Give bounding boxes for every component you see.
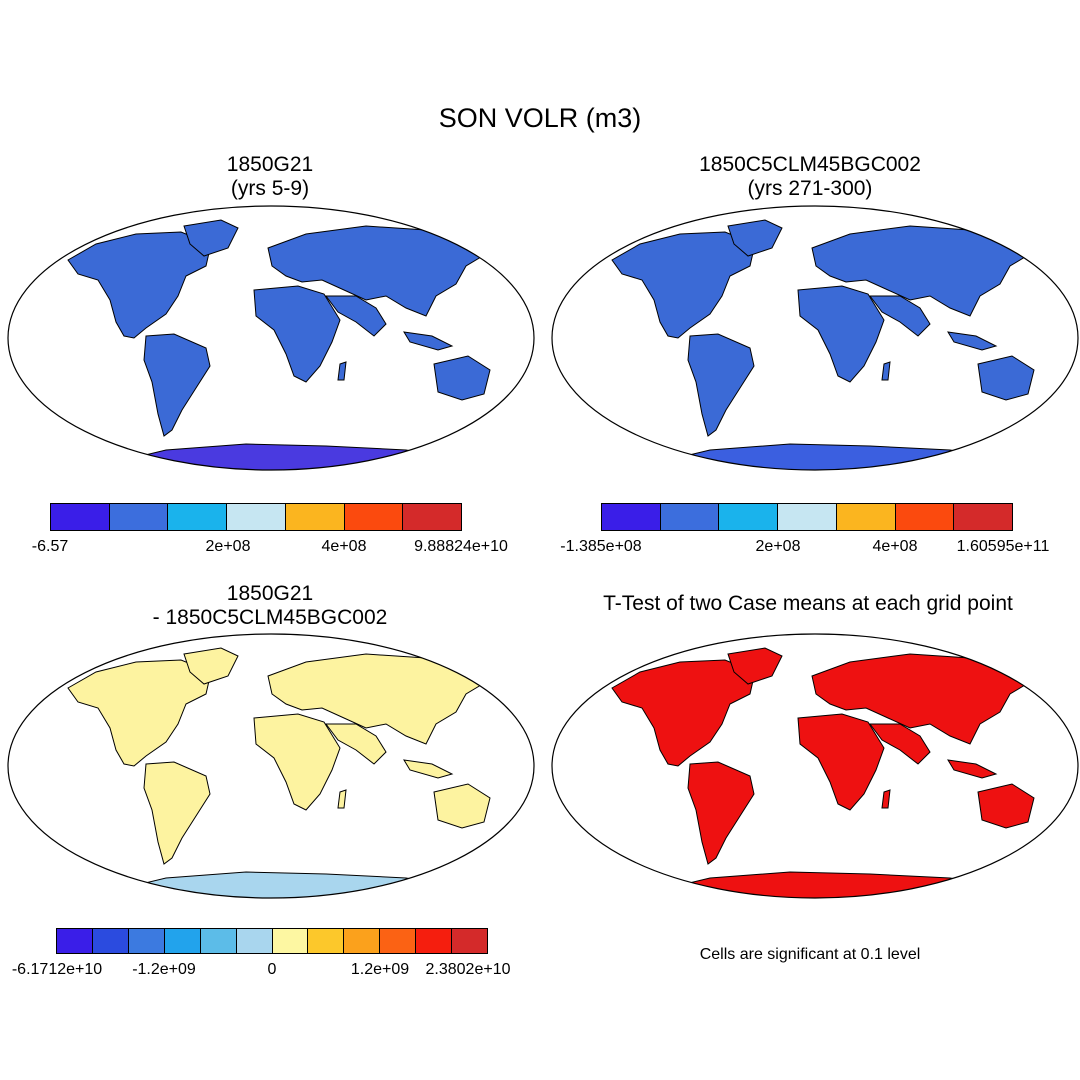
panel-2-title-line2: (yrs 271-300) (747, 177, 873, 200)
panel-4-title: T-Test of two Case means at each grid po… (548, 592, 1068, 616)
arabia-india (869, 295, 931, 337)
panel-1-tick-label: 2e+08 (205, 538, 251, 555)
colorbar-swatch (200, 929, 237, 953)
north-america (67, 659, 212, 767)
panel-3-title-line2: - 1850C5CLM45BGC002 (152, 606, 388, 629)
panel-3-tick-label: -6.1712e+10 (11, 961, 103, 978)
map-border (7, 633, 535, 899)
colorbar-swatch (272, 929, 309, 953)
colorbar-swatch (128, 929, 165, 953)
colorbar-swatch (895, 504, 955, 530)
north-america (67, 231, 212, 339)
panel-1-title-line2: (yrs 5-9) (230, 177, 310, 200)
panel-3-map (7, 633, 535, 899)
figure-title: SON VOLR (m3) (438, 103, 642, 133)
madagascar (881, 361, 891, 381)
panel-3-title: 1850G21 - 1850C5CLM45BGC002 (100, 582, 440, 630)
south-america (687, 761, 755, 865)
colorbar-swatch (57, 929, 93, 953)
colorbar-swatch (954, 504, 1013, 530)
greenland (727, 219, 783, 257)
indonesia (947, 331, 998, 351)
colorbar-swatch (308, 929, 345, 953)
greenland (727, 647, 783, 685)
panel-3-tick-label: 1.2e+09 (350, 961, 410, 978)
greenland (183, 647, 239, 685)
colorbar-swatch (344, 929, 381, 953)
panel-1-title: 1850G21 (yrs 5-9) (120, 153, 420, 201)
panel-3-colorbar (56, 928, 488, 954)
panel-3-tick-label: 0 (267, 961, 277, 978)
arabia-india (325, 295, 387, 337)
south-america (687, 333, 755, 437)
panel-1-map (7, 205, 535, 471)
colorbar-swatch (109, 504, 169, 530)
panel-2-colorbar (601, 503, 1013, 531)
colorbar-swatch (51, 504, 110, 530)
colorbar-swatch (285, 504, 345, 530)
panel-3-tick-label: -1.2e+09 (132, 961, 196, 978)
panel-1-tick-label: 9.88824e+10 (414, 538, 508, 555)
australia (977, 783, 1035, 829)
map-border (7, 205, 535, 471)
arabia-india (325, 723, 387, 765)
panel-4-title-line1: T-Test of two Case means at each grid po… (603, 592, 1013, 615)
indonesia (403, 331, 454, 351)
colorbar-swatch (660, 504, 720, 530)
colorbar-swatch (227, 504, 286, 530)
colorbar-swatch (719, 504, 779, 530)
panel-2-title: 1850C5CLM45BGC002 (yrs 271-300) (640, 153, 980, 201)
colorbar-swatch (164, 929, 201, 953)
colorbar-swatch (602, 504, 661, 530)
panel-1-title-line1: 1850G21 (226, 153, 314, 176)
colorbar-swatch (836, 504, 896, 530)
south-america (143, 761, 211, 865)
colorbar-swatch (236, 929, 273, 953)
panel-2-title-line1: 1850C5CLM45BGC002 (699, 153, 921, 176)
significance-note: Cells are significant at 0.1 level (699, 946, 921, 963)
colorbar-swatch (380, 929, 417, 953)
panel-4-map (551, 633, 1079, 899)
panel-2-map (551, 205, 1079, 471)
panel-3-title-line1: 1850G21 (226, 582, 314, 605)
map-border (551, 633, 1079, 899)
australia (433, 783, 491, 829)
colorbar-swatch (778, 504, 837, 530)
colorbar-swatch (452, 929, 488, 953)
australia (433, 355, 491, 401)
panel-2-tick-label: 2e+08 (755, 538, 801, 555)
north-america (611, 231, 756, 339)
panel-3-tick-label: 2.3802e+10 (425, 961, 511, 978)
africa (797, 713, 885, 811)
madagascar (337, 361, 347, 381)
africa (253, 285, 341, 383)
colorbar-swatch (168, 504, 228, 530)
madagascar (337, 789, 347, 809)
africa (797, 285, 885, 383)
panel-2-tick-label: -1.385e+08 (560, 538, 642, 555)
africa (253, 713, 341, 811)
panel-2-tick-label: 4e+08 (872, 538, 918, 555)
colorbar-swatch (344, 504, 404, 530)
panel-1-colorbar (50, 503, 462, 531)
madagascar (881, 789, 891, 809)
south-america (143, 333, 211, 437)
panel-1-tick-label: 4e+08 (321, 538, 367, 555)
indonesia (403, 759, 454, 779)
panel-2-tick-label: 1.60595e+11 (956, 538, 1050, 555)
colorbar-swatch (92, 929, 129, 953)
north-america (611, 659, 756, 767)
indonesia (947, 759, 998, 779)
colorbar-swatch (403, 504, 462, 530)
arabia-india (869, 723, 931, 765)
map-border (551, 205, 1079, 471)
colorbar-swatch (416, 929, 453, 953)
australia (977, 355, 1035, 401)
panel-1-tick-label: -6.57 (31, 538, 69, 555)
greenland (183, 219, 239, 257)
